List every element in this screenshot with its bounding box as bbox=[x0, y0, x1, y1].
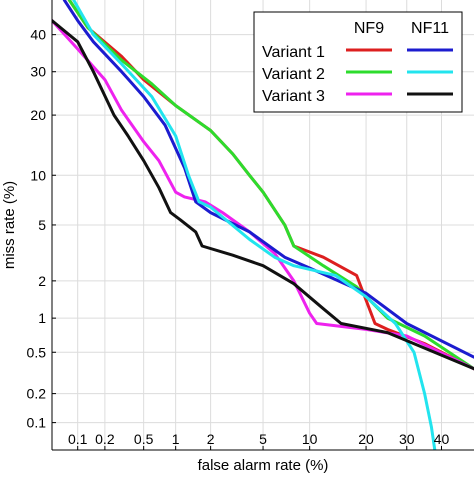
axes: 0.1 0.2 0.5 1 2 5 10 20 30 40 0.1 0.2 0.5 1 2 5 10 20 30 40 bbox=[27, 0, 474, 451]
x-tick-label: 5 bbox=[259, 431, 267, 447]
x-tick-label: 40 bbox=[434, 431, 450, 447]
y-tick-label: 20 bbox=[30, 107, 46, 123]
y-axis-title: miss rate (%) bbox=[1, 181, 18, 269]
x-tick-label: 20 bbox=[358, 431, 374, 447]
legend: NF9 NF11 Variant 1 Variant 2 Variant 3 bbox=[253, 11, 463, 113]
y-tick-label: 5 bbox=[38, 217, 46, 233]
y-tick-label: 0.5 bbox=[27, 344, 47, 360]
legend-label-variant-1: Variant 1 bbox=[262, 44, 325, 61]
legend-label-variant-3: Variant 3 bbox=[262, 88, 325, 105]
series-line-3 bbox=[52, 19, 474, 371]
series-line-6 bbox=[52, 19, 474, 371]
y-tick-label: 1 bbox=[38, 310, 46, 326]
y-tick-label: 0.2 bbox=[27, 386, 47, 402]
legend-header-nf9: NF9 bbox=[354, 20, 384, 37]
x-tick-label: 2 bbox=[207, 431, 215, 447]
series-layer bbox=[52, 0, 474, 450]
x-tick-label: 30 bbox=[399, 431, 415, 447]
x-tick-label: 0.1 bbox=[68, 431, 88, 447]
x-tick-label: 1 bbox=[172, 431, 180, 447]
legend-header-nf11: NF11 bbox=[411, 20, 449, 37]
y-tick-label: 2 bbox=[38, 273, 46, 289]
x-tick-label: 10 bbox=[302, 431, 318, 447]
x-tick-label: 0.5 bbox=[134, 431, 154, 447]
x-axis-title: false alarm rate (%) bbox=[198, 457, 329, 474]
legend-label-variant-2: Variant 2 bbox=[262, 66, 325, 83]
y-tick-label: 10 bbox=[30, 167, 46, 183]
x-tick-label: 0.2 bbox=[95, 431, 115, 447]
series-line-5 bbox=[72, 0, 437, 450]
y-tick-label: 30 bbox=[30, 64, 46, 80]
y-tick-label: 0.1 bbox=[27, 415, 47, 431]
y-tick-label: 40 bbox=[30, 27, 46, 43]
